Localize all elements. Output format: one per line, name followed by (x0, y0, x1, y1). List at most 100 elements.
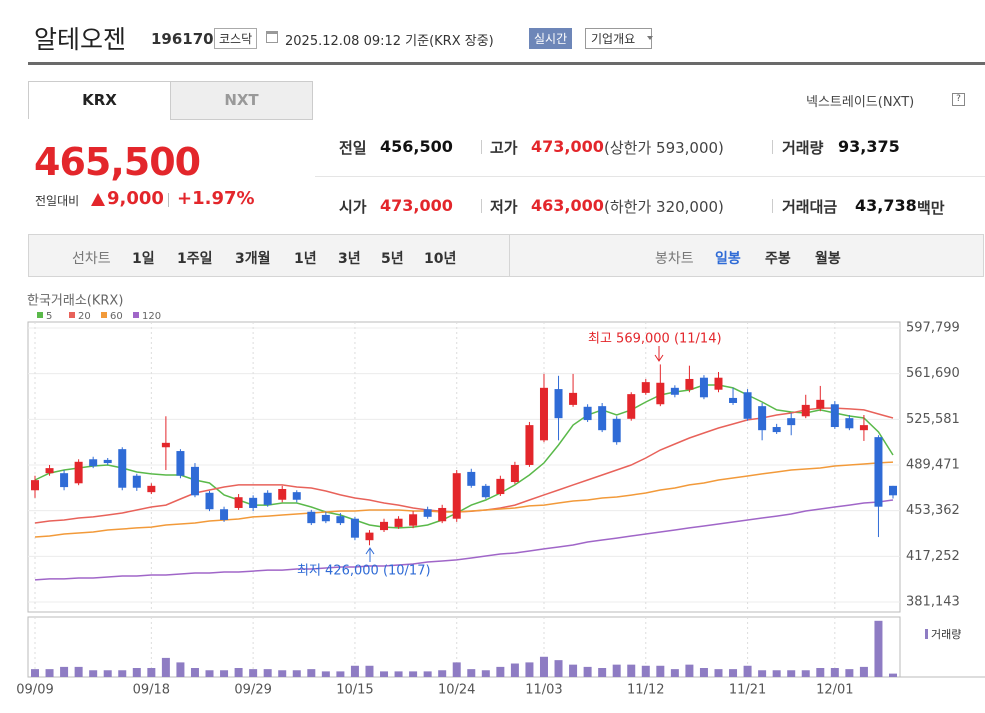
candle-body (467, 471, 476, 486)
volume-bar (569, 664, 578, 677)
period-button[interactable]: 5년 (381, 251, 404, 267)
candle-body (889, 485, 897, 496)
volume-bar (889, 673, 897, 677)
candle-body (350, 518, 359, 538)
timestamp: 2025.12.08 09:12 기준(KRX 장중) (285, 34, 494, 49)
row-rule (315, 176, 985, 177)
candle-button[interactable]: 주봉 (765, 251, 791, 267)
candle-chart-label: 봉차트 (655, 251, 694, 267)
change-rate: +1.97% (177, 188, 255, 209)
candle-body (161, 442, 170, 448)
candle-body (699, 377, 708, 398)
period-button[interactable]: 3년 (338, 251, 361, 267)
candle-body (321, 514, 330, 522)
volume-bar (467, 669, 476, 677)
candle-body (423, 509, 432, 517)
volume-bar (699, 668, 708, 677)
period-button[interactable]: 3개월 (235, 251, 271, 267)
dropdown-arrow (647, 36, 653, 40)
volume-bar (598, 668, 607, 677)
candle-body (45, 468, 54, 474)
period-button[interactable]: 10년 (424, 251, 457, 267)
line-chart-label: 선차트 (72, 251, 111, 267)
stock-name: 알테오젠 (34, 25, 127, 54)
y-tick-label: 453,362 (906, 503, 960, 518)
separator (168, 193, 169, 207)
current-price: 465,500 (34, 140, 201, 184)
tab-krx[interactable]: KRX (28, 81, 171, 119)
y-tick-label: 525,581 (906, 412, 960, 427)
price-panel (27, 321, 901, 613)
volume-bar (205, 670, 214, 677)
candle-body (641, 382, 650, 393)
candle-body (656, 382, 665, 405)
legend-swatch (133, 312, 139, 318)
x-tick-label: 11/21 (729, 683, 766, 698)
chart-source: 한국거래소(KRX) (27, 294, 123, 309)
volume-bar (103, 670, 112, 677)
volume-bar (350, 665, 359, 677)
candle-body (118, 449, 127, 488)
realtime-button[interactable]: 실시간 (529, 28, 573, 49)
volume-bar (627, 664, 636, 677)
period-bar (28, 234, 984, 277)
candle-body (438, 507, 447, 522)
x-tick-label: 09/18 (133, 683, 170, 698)
separator (481, 140, 482, 154)
volume-bar (743, 665, 752, 677)
candle-button[interactable]: 일봉 (715, 251, 741, 267)
candle-body (685, 378, 694, 390)
candle-body (409, 514, 418, 526)
period-button[interactable]: 1년 (294, 251, 317, 267)
quote-note: (하한가 320,000) (604, 198, 724, 216)
volume-bar (118, 670, 127, 677)
volume-bar (874, 620, 883, 677)
volume-bar (321, 671, 330, 677)
volume-bar (132, 668, 141, 677)
help-icon[interactable]: ? (952, 93, 965, 106)
y-tick-label: 417,252 (906, 549, 960, 564)
volume-bar (845, 669, 854, 677)
tab-nxt[interactable]: NXT (170, 81, 313, 120)
candle-body (583, 406, 592, 421)
ma-line (34, 461, 894, 538)
company-button[interactable]: 기업개요 (585, 28, 653, 49)
candle-body (481, 485, 490, 498)
change-label: 전일대비 (35, 194, 80, 208)
nxt-link[interactable]: 넥스트레이드(NXT) (806, 95, 915, 110)
period-button[interactable]: 1주일 (177, 251, 213, 267)
legend-swatch (69, 312, 75, 318)
volume-legend-swatch (925, 629, 928, 639)
volume-bar (452, 662, 461, 677)
y-tick-label: 597,799 (906, 321, 960, 336)
annotation-arrow (654, 346, 664, 362)
volume-bar (481, 670, 490, 677)
candle-body (612, 418, 621, 443)
candle-body (220, 509, 229, 520)
candle-body (569, 392, 578, 405)
candle-button[interactable]: 월봉 (815, 251, 841, 267)
period-button[interactable]: 1일 (132, 251, 155, 267)
volume-bar (438, 670, 447, 677)
x-tick-label: 10/24 (438, 683, 475, 698)
volume-bar (423, 671, 432, 677)
quote-value: 463,000 (531, 196, 604, 215)
volume-bar (539, 656, 548, 677)
calendar-icon (266, 31, 278, 43)
volume-bar (31, 669, 39, 677)
legend-label: 120 (142, 311, 161, 322)
volume-bar (816, 668, 825, 677)
x-tick-label: 10/15 (336, 683, 373, 698)
legend-label: 60 (110, 311, 123, 322)
header-rule (28, 62, 985, 65)
candle-body (60, 473, 69, 488)
x-tick-label: 11/03 (525, 683, 562, 698)
candle-body (365, 532, 374, 541)
candle-body (729, 397, 738, 403)
quote-label: 전일 (339, 139, 367, 157)
candle-body (554, 389, 563, 419)
separator (772, 140, 773, 154)
candle-body (307, 511, 316, 524)
